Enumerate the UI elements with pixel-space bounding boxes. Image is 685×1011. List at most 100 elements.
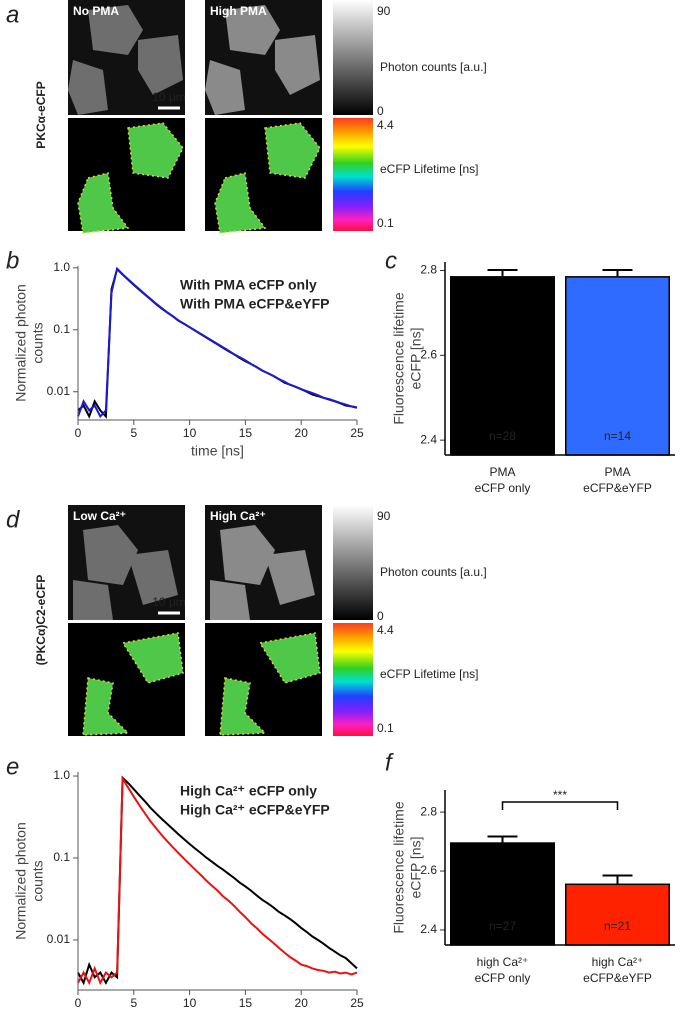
cell-lifetime <box>214 172 267 234</box>
intensity-colorbar <box>333 0 373 115</box>
panel-label: a <box>6 1 19 28</box>
significance-label: *** <box>553 788 567 802</box>
x-tick-label: 10 <box>183 996 197 1010</box>
x-tick-label: eCFP only <box>475 481 531 495</box>
cell-lifetime <box>264 122 321 179</box>
cell <box>83 525 138 585</box>
colorbar-max: 4.4 <box>377 623 394 637</box>
y-tick-label: 2.8 <box>420 263 437 277</box>
cell-lifetime <box>258 632 321 684</box>
x-tick-label: 5 <box>130 426 137 440</box>
x-tick-label: high Ca²⁺ <box>592 955 644 969</box>
x-tick-label: 5 <box>130 996 137 1010</box>
cell <box>225 5 280 55</box>
y-tick-label: 0.1 <box>53 322 70 336</box>
row-label: (PKCα)C2-eCFP <box>34 575 48 666</box>
lifetime-colorbar <box>333 118 373 231</box>
panel-label: e <box>6 753 19 780</box>
significance-bracket <box>501 801 619 810</box>
n-label: n=21 <box>604 919 631 933</box>
x-tick-label: eCFP&eYFP <box>583 481 652 495</box>
x-tick-label: 25 <box>350 996 364 1010</box>
row-label: PKCα-eCFP <box>34 81 48 148</box>
bar <box>450 276 555 456</box>
colorbar-min: 0.1 <box>377 721 394 735</box>
colorbar-min: 0 <box>377 104 384 118</box>
y-tick-label: 1.0 <box>53 768 70 782</box>
y-tick-label: 2.4 <box>420 432 437 446</box>
y-axis-label: Fluorescence lifetime <box>391 801 407 933</box>
colorbar-label: Photon counts [a.u.] <box>380 60 487 74</box>
decay-curve <box>77 775 358 986</box>
panel-label: f <box>385 749 394 776</box>
n-label: n=14 <box>604 429 631 443</box>
scale-bar-label: 10 μm <box>152 595 186 609</box>
x-tick-label: PMA <box>489 465 515 479</box>
x-tick-label: 0 <box>75 996 82 1010</box>
cell <box>88 5 143 55</box>
x-tick-label: eCFP only <box>475 971 531 985</box>
cell <box>275 35 320 95</box>
cell <box>210 580 250 620</box>
y-tick-label: 2.8 <box>420 804 437 818</box>
y-tick-label: 1.0 <box>53 260 70 274</box>
image-label: No PMA <box>73 4 119 18</box>
x-tick-label: 15 <box>239 996 253 1010</box>
colorbar-max: 90 <box>377 4 391 18</box>
cell <box>265 550 315 605</box>
intensity-colorbar <box>333 505 373 620</box>
y-axis-label: eCFP [ns] <box>408 328 424 390</box>
cell <box>68 60 108 115</box>
y-axis-label: counts <box>30 860 46 901</box>
image-label: High Ca²⁺ <box>210 509 266 523</box>
colorbar-max: 90 <box>377 509 391 523</box>
x-tick-label: 10 <box>183 426 197 440</box>
y-tick-label: 0.01 <box>47 932 71 946</box>
cell-lifetime <box>219 677 267 736</box>
cell-lifetime <box>127 122 184 179</box>
y-tick-label: 0.01 <box>47 384 71 398</box>
n-label: n=28 <box>489 429 516 443</box>
image-label: High PMA <box>210 4 267 18</box>
lifetime-colorbar <box>333 623 373 736</box>
x-tick-label: 25 <box>350 426 364 440</box>
y-axis-label: Fluorescence lifetime <box>391 292 407 424</box>
n-label: n=27 <box>489 919 516 933</box>
panel-label: b <box>6 247 19 274</box>
y-tick-label: 0.1 <box>53 850 70 864</box>
legend-entry: With PMA eCFP&eYFP <box>180 296 329 312</box>
colorbar-min: 0 <box>377 609 384 623</box>
image-label: Low Ca²⁺ <box>73 509 126 523</box>
legend-entry: High Ca²⁺ eCFP&eYFP <box>180 802 330 818</box>
panel-label: c <box>385 247 397 274</box>
cell <box>205 60 245 115</box>
decay-curve <box>77 775 358 986</box>
cell-lifetime <box>82 677 130 736</box>
legend-entry: High Ca²⁺ eCFP only <box>180 783 317 799</box>
cell <box>73 580 113 620</box>
bar <box>565 883 670 946</box>
x-tick-label: 20 <box>295 426 309 440</box>
x-tick-label: 20 <box>295 996 309 1010</box>
y-tick-label: 2.4 <box>420 922 437 936</box>
scale-bar-label: 10 μm <box>152 90 186 104</box>
y-tick-label: 2.6 <box>420 863 437 877</box>
y-axis-label: Normalized photon <box>13 284 29 402</box>
cell <box>128 550 178 605</box>
cell <box>220 525 275 585</box>
y-axis-label: Normalized photon <box>13 822 29 940</box>
cell-lifetime <box>77 172 130 234</box>
x-tick-label: 15 <box>239 426 253 440</box>
colorbar-label: eCFP Lifetime [ns] <box>380 162 478 176</box>
x-tick-label: eCFP&eYFP <box>583 971 652 985</box>
panel-label: d <box>6 506 20 533</box>
cell-lifetime <box>121 632 184 684</box>
colorbar-label: Photon counts [a.u.] <box>380 565 487 579</box>
x-tick-label: PMA <box>604 465 630 479</box>
cell <box>138 35 183 95</box>
decay-curve <box>77 266 358 419</box>
x-axis-label: time [ns] <box>191 443 244 459</box>
x-tick-label: 0 <box>75 426 82 440</box>
